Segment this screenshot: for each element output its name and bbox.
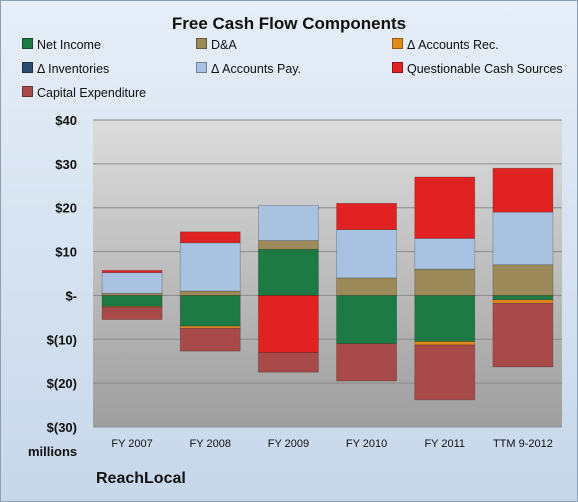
- bar-segment: [336, 277, 397, 296]
- bar-segment: [101, 272, 163, 294]
- y-tick-label: $40: [55, 113, 77, 128]
- chart-title: Free Cash Flow Components: [171, 14, 407, 33]
- y-tick-label: $(10): [47, 332, 77, 347]
- bar-segment: [179, 295, 241, 327]
- x-tick-label: TTM 9-2012: [493, 438, 553, 450]
- legend-swatch: [22, 38, 33, 49]
- y-tick-label: $(20): [47, 376, 77, 391]
- legend-item: Δ Accounts Pay.: [196, 62, 301, 76]
- bar-segment: [258, 205, 319, 242]
- legend-swatch: [196, 38, 207, 49]
- bar-segment: [492, 299, 554, 304]
- bar-segment: [414, 344, 476, 401]
- legend-swatch: [392, 62, 403, 73]
- legend-swatch: [392, 38, 403, 49]
- bar-segment: [101, 306, 163, 320]
- bar-segment: [101, 295, 163, 307]
- legend-label: D&A: [211, 38, 237, 52]
- legend-label: Δ Inventories: [37, 62, 110, 76]
- legend-label: Capital Expenditure: [37, 86, 147, 100]
- legend-swatch: [196, 62, 207, 73]
- bar-segment: [336, 202, 397, 231]
- bar-segment: [336, 295, 397, 345]
- legend-swatch: [22, 62, 33, 73]
- bar-segment: [414, 295, 476, 342]
- legend-item: D&A: [196, 38, 237, 52]
- legend-item: Capital Expenditure: [22, 86, 146, 100]
- bar-segment: [414, 238, 476, 270]
- legend-label: Δ Accounts Rec.: [407, 38, 499, 52]
- bar-segment: [414, 268, 476, 296]
- y-tick-label: $(30): [47, 420, 77, 435]
- y-tick-label: $20: [55, 201, 77, 216]
- legend-item: Net Income: [22, 38, 101, 52]
- x-tick-label: FY 2010: [346, 438, 387, 450]
- legend-swatch: [22, 86, 33, 97]
- plot-area: [93, 120, 562, 427]
- bar-segment: [336, 229, 397, 279]
- legend-label: Δ Accounts Pay.: [211, 62, 302, 76]
- bar-segment: [179, 242, 241, 292]
- bar-segment: [179, 327, 241, 352]
- bar-segment: [492, 211, 554, 266]
- x-tick-label: FY 2009: [268, 438, 309, 450]
- bar-segment: [179, 290, 241, 296]
- y-tick-label: $10: [55, 245, 77, 260]
- bar-segment: [179, 231, 241, 244]
- legend-item: Δ Accounts Rec.: [392, 38, 499, 52]
- y-axis-unit-label: millions: [28, 444, 78, 459]
- brand-label: ReachLocal: [96, 470, 186, 487]
- legend-label: Net Income: [37, 38, 101, 52]
- bar-segment: [258, 352, 319, 373]
- bar-segment: [492, 264, 554, 296]
- legend-item: Δ Inventories: [22, 62, 109, 76]
- bar-segment: [492, 302, 554, 368]
- y-tick-label: $30: [55, 157, 77, 172]
- x-tick-label: FY 2008: [190, 438, 231, 450]
- bar-segment: [258, 248, 319, 296]
- x-tick-label: FY 2011: [424, 438, 465, 450]
- bar-segment: [101, 270, 163, 274]
- bar-segment: [414, 341, 476, 346]
- bar-segment: [492, 295, 554, 301]
- bar-segment: [414, 176, 476, 239]
- bar-segment: [258, 295, 319, 353]
- bar-segment: [492, 167, 554, 213]
- y-tick-label: $-: [65, 288, 77, 303]
- bar-segment: [336, 343, 397, 382]
- x-tick-label: FY 2007: [111, 438, 152, 450]
- legend-item: Questionable Cash Sources: [392, 62, 563, 76]
- bar-segment: [258, 240, 319, 250]
- legend-label: Questionable Cash Sources: [407, 62, 563, 76]
